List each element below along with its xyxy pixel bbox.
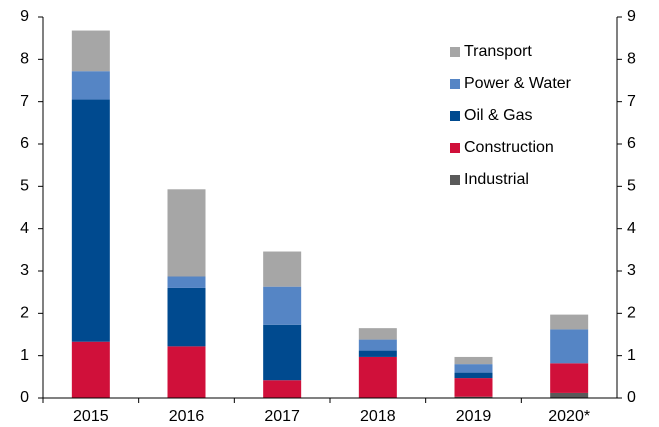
- y-tick-label: 3: [20, 262, 29, 279]
- y-tick-label: 0: [20, 389, 29, 406]
- bar-segment: [454, 372, 493, 379]
- y-tick-label: 6: [20, 135, 29, 152]
- bar-segment: [263, 324, 302, 381]
- bar-segment: [71, 71, 110, 100]
- x-tick-label: 2017: [264, 408, 300, 425]
- legend-swatch: [450, 143, 460, 153]
- bar-segment: [550, 392, 589, 398]
- bar-segment: [167, 287, 206, 347]
- bar-segment: [167, 276, 206, 288]
- legend-swatch: [450, 175, 460, 185]
- y-tick-label: 2: [20, 305, 29, 322]
- bar-segment: [358, 356, 397, 398]
- y2-tick-label: 3: [627, 262, 636, 279]
- bar-segment: [358, 339, 397, 351]
- y2-tick-label: 0: [627, 389, 636, 406]
- bar-segment: [454, 356, 493, 365]
- legend-label: Power & Water: [464, 75, 572, 92]
- bar-segment: [263, 251, 302, 287]
- bar-segment: [263, 286, 302, 325]
- x-tick-label: 2018: [360, 408, 396, 425]
- x-tick-label: 2016: [169, 408, 205, 425]
- bar-segment: [167, 189, 206, 277]
- bar-segment: [71, 99, 110, 342]
- x-tick-label: 2020*: [548, 408, 590, 425]
- y2-tick-label: 4: [627, 220, 636, 237]
- bar-segment: [550, 363, 589, 393]
- bar-segment: [167, 346, 206, 398]
- x-tick-label: 2019: [456, 408, 492, 425]
- bar-segment: [454, 396, 493, 398]
- legend-label: Industrial: [464, 171, 529, 188]
- y2-tick-label: 9: [627, 8, 636, 25]
- y2-tick-label: 8: [627, 51, 636, 68]
- y2-tick-label: 1: [627, 347, 636, 364]
- legend-swatch: [450, 79, 460, 89]
- bar-segment: [358, 328, 397, 340]
- legend-swatch: [450, 111, 460, 121]
- bar-segment: [71, 30, 110, 72]
- legend-label: Transport: [464, 43, 532, 60]
- y-tick-label: 4: [20, 220, 29, 237]
- legend-label: Oil & Gas: [464, 107, 532, 124]
- y2-tick-label: 2: [627, 305, 636, 322]
- y-tick-label: 9: [20, 8, 29, 25]
- bar-segment: [71, 341, 110, 398]
- bar-segment: [358, 350, 397, 357]
- bar-segment: [454, 378, 493, 397]
- y-tick-label: 7: [20, 93, 29, 110]
- legend-label: Construction: [464, 139, 554, 156]
- legend-swatch: [450, 47, 460, 57]
- y-tick-label: 8: [20, 51, 29, 68]
- y2-tick-label: 5: [627, 178, 636, 195]
- bar-segment: [550, 314, 589, 330]
- y2-tick-label: 7: [627, 93, 636, 110]
- y-tick-label: 5: [20, 178, 29, 195]
- bar-segment: [263, 380, 302, 398]
- y-tick-label: 1: [20, 347, 29, 364]
- bar-segment: [550, 329, 589, 364]
- x-tick-label: 2015: [73, 408, 109, 425]
- bar-segment: [454, 364, 493, 373]
- y2-tick-label: 6: [627, 135, 636, 152]
